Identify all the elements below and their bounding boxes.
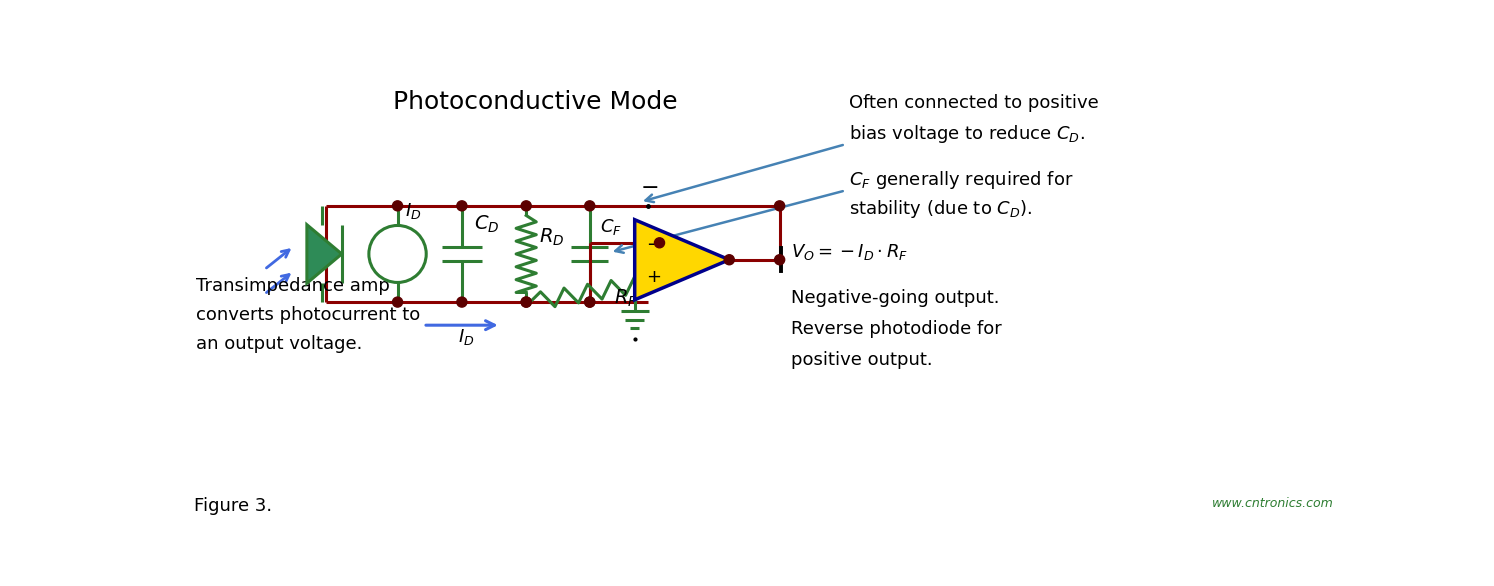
Circle shape [521,297,532,307]
Circle shape [393,297,402,307]
Text: $C_F$: $C_F$ [599,217,622,237]
Circle shape [654,238,665,248]
Circle shape [457,297,468,307]
Polygon shape [635,220,729,300]
Text: $+$: $+$ [645,268,660,286]
Text: Often connected to positive: Often connected to positive [850,94,1100,112]
Text: $-$: $-$ [645,234,660,252]
Text: $I_D$: $I_D$ [457,327,474,347]
Text: $R_D$: $R_D$ [539,226,565,248]
Circle shape [584,297,595,307]
Circle shape [774,201,784,211]
Text: bias voltage to reduce $C_D$.: bias voltage to reduce $C_D$. [850,122,1085,145]
Text: $C_F$ generally required for: $C_F$ generally required for [850,169,1074,191]
Circle shape [369,226,426,282]
Text: $-$: $-$ [641,176,659,196]
Text: Negative-going output.: Negative-going output. [792,289,999,307]
Circle shape [521,297,532,307]
Text: $V_O = - I_D \cdot R_F$: $V_O = - I_D \cdot R_F$ [792,242,908,262]
Circle shape [725,255,734,265]
Text: positive output.: positive output. [792,350,932,369]
Text: stability (due to $C_D$).: stability (due to $C_D$). [850,198,1032,220]
Circle shape [393,201,402,211]
Circle shape [457,201,468,211]
Text: Transimpedance amp: Transimpedance amp [196,277,390,295]
Text: Reverse photodiode for: Reverse photodiode for [792,320,1002,338]
Circle shape [521,201,532,211]
Text: Figure 3.: Figure 3. [194,497,272,515]
Circle shape [774,255,784,265]
Circle shape [584,201,595,211]
Text: www.cntronics.com: www.cntronics.com [1212,497,1334,510]
Text: $I_D$: $I_D$ [405,201,421,221]
Polygon shape [306,224,342,283]
Text: $R_F$: $R_F$ [614,287,638,309]
Text: an output voltage.: an output voltage. [196,335,363,353]
Text: $C_D$: $C_D$ [474,213,499,234]
Text: Photoconductive Mode: Photoconductive Mode [393,90,678,114]
Circle shape [584,297,595,307]
Text: converts photocurrent to: converts photocurrent to [196,306,420,324]
